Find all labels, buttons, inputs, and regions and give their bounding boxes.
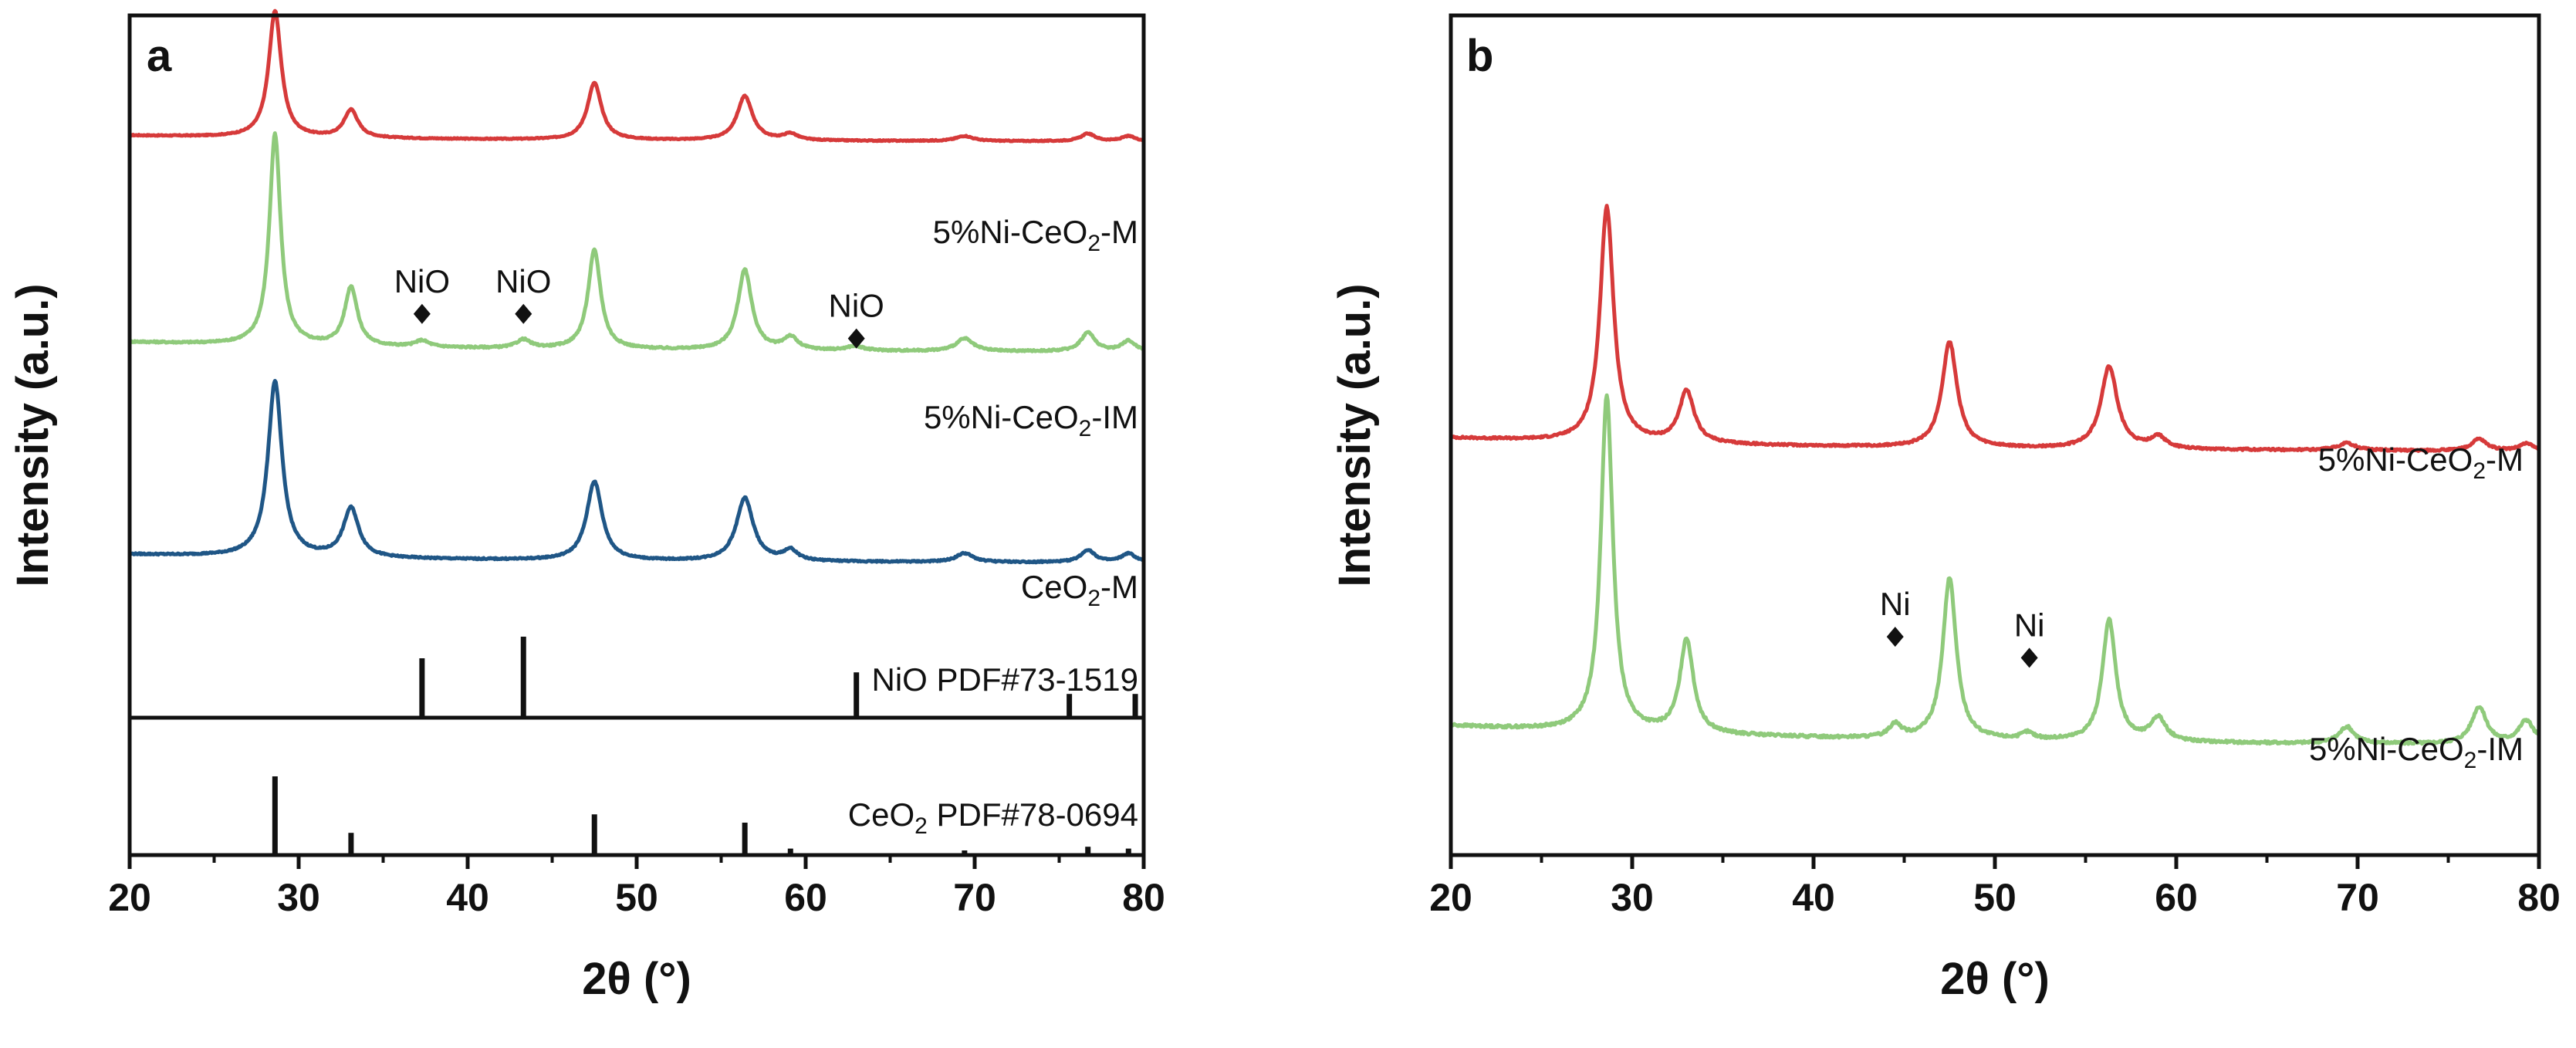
x-tick-label: 30	[1611, 876, 1654, 919]
x-tick-label: 50	[1973, 876, 2017, 919]
series-label-tail: -M	[1100, 569, 1138, 605]
series-label-subscript: 2	[1087, 231, 1100, 256]
series-label-main: 5%Ni-CeO	[924, 399, 1079, 435]
annotation-label: Ni	[2014, 607, 2045, 643]
series-line	[128, 379, 1146, 565]
series-line	[128, 8, 1145, 144]
x-axis-title: 2θ (°)	[582, 954, 691, 1004]
x-tick-label: 80	[2517, 876, 2561, 919]
x-tick-label: 50	[615, 876, 658, 919]
x-tick-label: 80	[1122, 876, 1165, 919]
series-label-tail: -IM	[2476, 731, 2524, 767]
reference-label: NiO PDF#73-1519	[872, 661, 1139, 698]
series-label: 5%Ni-CeO2-IM	[2309, 731, 2524, 773]
x-tick-label: 30	[277, 876, 320, 919]
series-label-tail: -M	[1100, 214, 1138, 250]
series-label-subscript: 2	[2464, 748, 2477, 773]
annotation-label: NiO	[829, 288, 884, 324]
annotation-label: Ni	[1880, 586, 1911, 622]
reference-label-tail: PDF#78-0694	[928, 796, 1138, 833]
series-label: CeO2-M	[1021, 569, 1138, 611]
x-tick-label: 40	[446, 876, 489, 919]
y-axis-title: Intensity (a.u.)	[8, 283, 58, 587]
panel-letter: a	[147, 31, 172, 81]
annotation-diamond-marker	[413, 303, 431, 324]
x-tick-label: 60	[784, 876, 827, 919]
x-tick-label: 70	[953, 876, 996, 919]
x-tick-label: 70	[2336, 876, 2379, 919]
annotation-diamond-marker	[515, 303, 532, 324]
reference-label-subscript: 2	[914, 813, 928, 839]
series-label-tail: -IM	[1091, 399, 1138, 435]
series-label: 5%Ni-CeO2-IM	[924, 399, 1138, 441]
series-label-subscript: 2	[1079, 416, 1092, 441]
series-label: 5%Ni-CeO2-M	[2318, 441, 2524, 484]
x-tick-label: 60	[2155, 876, 2198, 919]
annotation-diamond-marker	[847, 328, 865, 349]
series-label-main: 5%Ni-CeO	[2318, 441, 2473, 478]
series-line	[127, 131, 1145, 353]
annotation-diamond-marker	[2020, 647, 2038, 668]
reference-label-main: NiO PDF#73-1519	[872, 661, 1139, 698]
series-label-subscript: 2	[2473, 458, 2486, 484]
series-line	[1449, 204, 2541, 453]
reference-label-main: CeO	[848, 796, 914, 833]
annotation-diamond-marker	[1886, 627, 1904, 647]
reference-label: CeO2 PDF#78-0694	[848, 796, 1138, 839]
series-label-tail: -M	[2486, 441, 2524, 478]
x-axis-title: 2θ (°)	[1940, 954, 2050, 1004]
series-label-main: 5%Ni-CeO	[933, 214, 1088, 250]
x-tick-label: 20	[108, 876, 151, 919]
series-label-main: 5%Ni-CeO	[2309, 731, 2464, 767]
x-tick-label: 20	[1429, 876, 1472, 919]
series-label: 5%Ni-CeO2-M	[933, 214, 1138, 256]
series-line	[1449, 393, 2541, 746]
y-axis-title: Intensity (a.u.)	[1330, 283, 1380, 587]
annotation-label: NiO	[394, 263, 450, 299]
panel-letter: b	[1466, 31, 1493, 81]
x-tick-label: 40	[1792, 876, 1835, 919]
series-label-main: CeO	[1021, 569, 1087, 605]
annotation-label: NiO	[495, 263, 551, 299]
series-label-subscript: 2	[1087, 586, 1100, 611]
plot-frame	[1449, 13, 2541, 857]
